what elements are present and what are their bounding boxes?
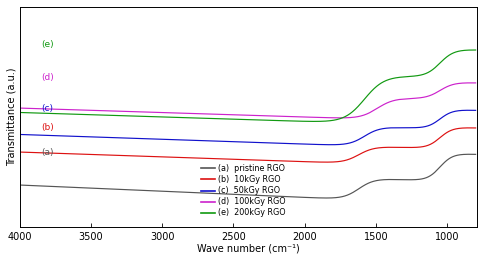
X-axis label: Wave number (cm⁻¹): Wave number (cm⁻¹) <box>197 243 300 253</box>
Text: (a): (a) <box>41 148 54 157</box>
Text: (e): (e) <box>41 40 54 49</box>
Text: (d): (d) <box>41 73 54 82</box>
Legend: (a)  pristine RGO, (b)  10kGy RGO, (c)  50kGy RGO, (d)  100kGy RGO, (e)  200kGy : (a) pristine RGO, (b) 10kGy RGO, (c) 50k… <box>197 161 289 220</box>
Text: (c): (c) <box>41 103 53 113</box>
Text: (b): (b) <box>41 123 54 132</box>
Y-axis label: Transmittance (a.u.): Transmittance (a.u.) <box>7 68 17 166</box>
